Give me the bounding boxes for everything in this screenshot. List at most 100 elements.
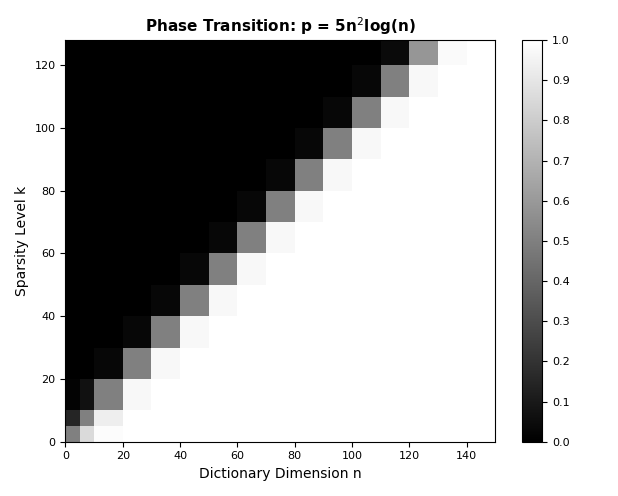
Bar — [438, 253, 467, 285]
Bar — [410, 222, 438, 253]
Bar — [410, 316, 438, 348]
Bar — [266, 190, 295, 222]
Bar — [438, 128, 467, 159]
Bar — [323, 40, 352, 65]
Bar — [266, 128, 295, 159]
Bar — [438, 40, 467, 65]
Bar — [352, 190, 381, 222]
Bar — [180, 316, 209, 348]
Bar — [151, 379, 180, 410]
Bar — [80, 410, 94, 426]
Bar — [381, 40, 410, 65]
Bar — [80, 285, 94, 316]
Bar — [94, 65, 123, 97]
Bar — [237, 222, 266, 253]
Bar — [295, 348, 323, 379]
Bar — [352, 222, 381, 253]
Bar — [467, 222, 496, 253]
Bar — [123, 159, 151, 190]
Bar — [80, 65, 94, 97]
Bar — [209, 97, 237, 128]
Bar — [438, 222, 467, 253]
Bar — [237, 190, 266, 222]
Bar — [438, 65, 467, 97]
Bar — [66, 159, 80, 190]
Bar — [410, 128, 438, 159]
Bar — [352, 253, 381, 285]
Bar — [467, 97, 496, 128]
Bar — [410, 40, 438, 65]
Bar — [381, 190, 410, 222]
Bar — [467, 285, 496, 316]
Bar — [151, 316, 180, 348]
Bar — [237, 316, 266, 348]
Bar — [209, 159, 237, 190]
Bar — [94, 40, 123, 65]
Bar — [151, 348, 180, 379]
Bar — [381, 222, 410, 253]
Bar — [237, 253, 266, 285]
Bar — [151, 222, 180, 253]
Bar — [151, 97, 180, 128]
Bar — [295, 285, 323, 316]
Bar — [467, 253, 496, 285]
Bar — [94, 285, 123, 316]
Bar — [438, 348, 467, 379]
Bar — [94, 128, 123, 159]
Bar — [381, 285, 410, 316]
Bar — [151, 410, 180, 426]
Bar — [352, 348, 381, 379]
Bar — [381, 65, 410, 97]
Bar — [180, 379, 209, 410]
Bar — [438, 159, 467, 190]
Bar — [410, 159, 438, 190]
Bar — [237, 348, 266, 379]
Bar — [237, 65, 266, 97]
Bar — [467, 40, 496, 65]
Bar — [295, 253, 323, 285]
Bar — [467, 348, 496, 379]
Bar — [66, 253, 80, 285]
Bar — [180, 426, 209, 442]
Bar — [80, 253, 94, 285]
Bar — [410, 348, 438, 379]
Bar — [180, 40, 209, 65]
Bar — [237, 40, 266, 65]
Bar — [438, 285, 467, 316]
Bar — [94, 253, 123, 285]
Bar — [80, 128, 94, 159]
Bar — [209, 190, 237, 222]
Bar — [295, 128, 323, 159]
Bar — [80, 379, 94, 410]
Bar — [209, 410, 237, 426]
Bar — [123, 65, 151, 97]
Bar — [266, 379, 295, 410]
Bar — [180, 128, 209, 159]
Bar — [94, 410, 123, 426]
Bar — [266, 316, 295, 348]
Bar — [266, 253, 295, 285]
Bar — [123, 285, 151, 316]
Bar — [80, 159, 94, 190]
Bar — [323, 316, 352, 348]
Bar — [467, 65, 496, 97]
Bar — [66, 285, 80, 316]
Bar — [410, 410, 438, 426]
Bar — [66, 222, 80, 253]
Bar — [438, 379, 467, 410]
Bar — [151, 426, 180, 442]
Bar — [66, 348, 80, 379]
Bar — [94, 426, 123, 442]
Bar — [80, 222, 94, 253]
Bar — [94, 348, 123, 379]
Bar — [381, 128, 410, 159]
Bar — [438, 410, 467, 426]
X-axis label: Dictionary Dimension n: Dictionary Dimension n — [199, 467, 362, 481]
Bar — [381, 316, 410, 348]
Bar — [323, 222, 352, 253]
Bar — [410, 65, 438, 97]
Bar — [295, 222, 323, 253]
Bar — [151, 128, 180, 159]
Bar — [180, 285, 209, 316]
Bar — [209, 40, 237, 65]
